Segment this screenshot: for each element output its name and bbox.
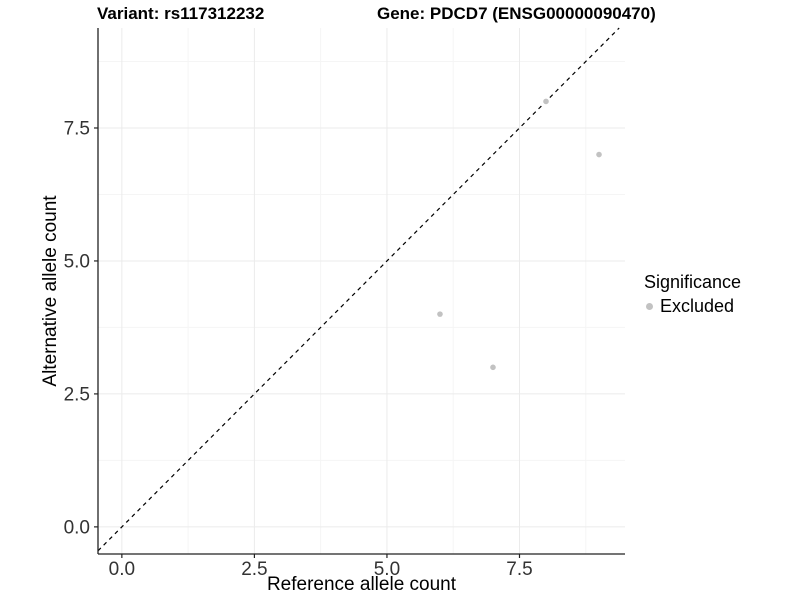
x-tick-label: 7.5 [506, 559, 532, 580]
x-tick-label: 0.0 [109, 559, 135, 580]
legend: Significance Excluded [644, 272, 741, 317]
x-tick-label: 2.5 [241, 559, 267, 580]
data-point [490, 364, 496, 371]
legend-entry-label: Excluded [660, 296, 735, 316]
data-point [596, 151, 602, 158]
data-point [437, 311, 443, 317]
plot-title-variant: Variant: rs117312232 [97, 4, 265, 23]
y-tick-label: 5.0 [64, 251, 90, 272]
plot-title-gene: Gene: PDCD7 (ENSG00000090470) [377, 4, 656, 23]
legend-point-icon [646, 303, 653, 310]
y-tick-label: 2.5 [64, 384, 90, 405]
y-tick-label: 7.5 [64, 118, 90, 139]
x-axis-title: Reference allele count [266, 574, 457, 595]
y-tick-label: 0.0 [64, 517, 90, 538]
data-point [543, 98, 549, 105]
legend-entry-excluded: Excluded [644, 296, 741, 317]
legend-title: Significance [644, 272, 742, 292]
x-tick-label: 5.0 [374, 559, 400, 580]
identity-dashed-line [97, 27, 620, 552]
